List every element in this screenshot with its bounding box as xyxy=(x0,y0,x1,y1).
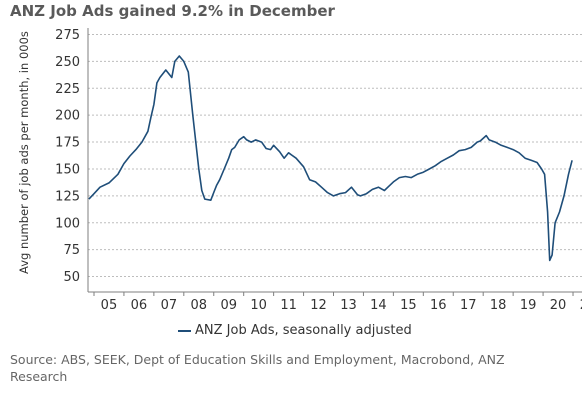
line-chart: 50 75 100 125 150 175 200 225 250 275 05 06 07 08 09 10… xyxy=(55,28,582,313)
x-tick-label: 09 xyxy=(220,298,237,313)
series-line xyxy=(88,55,573,262)
y-tick-label: 150 xyxy=(55,162,80,177)
source-note: Source: ABS, SEEK, Dept of Education Ski… xyxy=(10,352,505,384)
x-tick-label: 08 xyxy=(191,298,208,313)
y-tick-label: 50 xyxy=(63,270,80,285)
x-tick-label: 20 xyxy=(550,298,567,313)
y-tick-label: 125 xyxy=(55,189,80,204)
x-tick-label: 14 xyxy=(370,298,387,313)
legend-label: ANZ Job Ads, seasonally adjusted xyxy=(195,323,412,338)
x-tick-label: 19 xyxy=(520,298,537,313)
x-tick-label: 18 xyxy=(490,298,507,313)
chart-title: ANZ Job Ads gained 9.2% in December xyxy=(10,2,335,20)
y-tick-label: 175 xyxy=(55,136,80,151)
x-tick-label: 13 xyxy=(340,298,357,313)
y-tick-label: 250 xyxy=(55,55,80,70)
y-tick-label: 100 xyxy=(55,216,80,231)
y-tick-label: 75 xyxy=(63,243,80,258)
y-tick-label: 275 xyxy=(55,28,80,43)
x-tick-label: 10 xyxy=(250,298,267,313)
legend-swatch xyxy=(178,329,191,332)
x-tick-label: 05 xyxy=(101,298,118,313)
x-tick-label: 16 xyxy=(430,298,447,313)
x-tick-label: 21 xyxy=(580,298,582,313)
x-tick-label: 06 xyxy=(131,298,148,313)
y-tick-label: 200 xyxy=(55,109,80,124)
x-tick-label: 15 xyxy=(400,298,417,313)
x-tick-label: 12 xyxy=(310,298,327,313)
x-tick-label: 17 xyxy=(460,298,477,313)
y-tick-label: 225 xyxy=(55,82,80,97)
legend: ANZ Job Ads, seasonally adjusted xyxy=(178,323,412,338)
x-tick-label: 07 xyxy=(161,298,178,313)
x-tick-label: 11 xyxy=(280,298,297,313)
